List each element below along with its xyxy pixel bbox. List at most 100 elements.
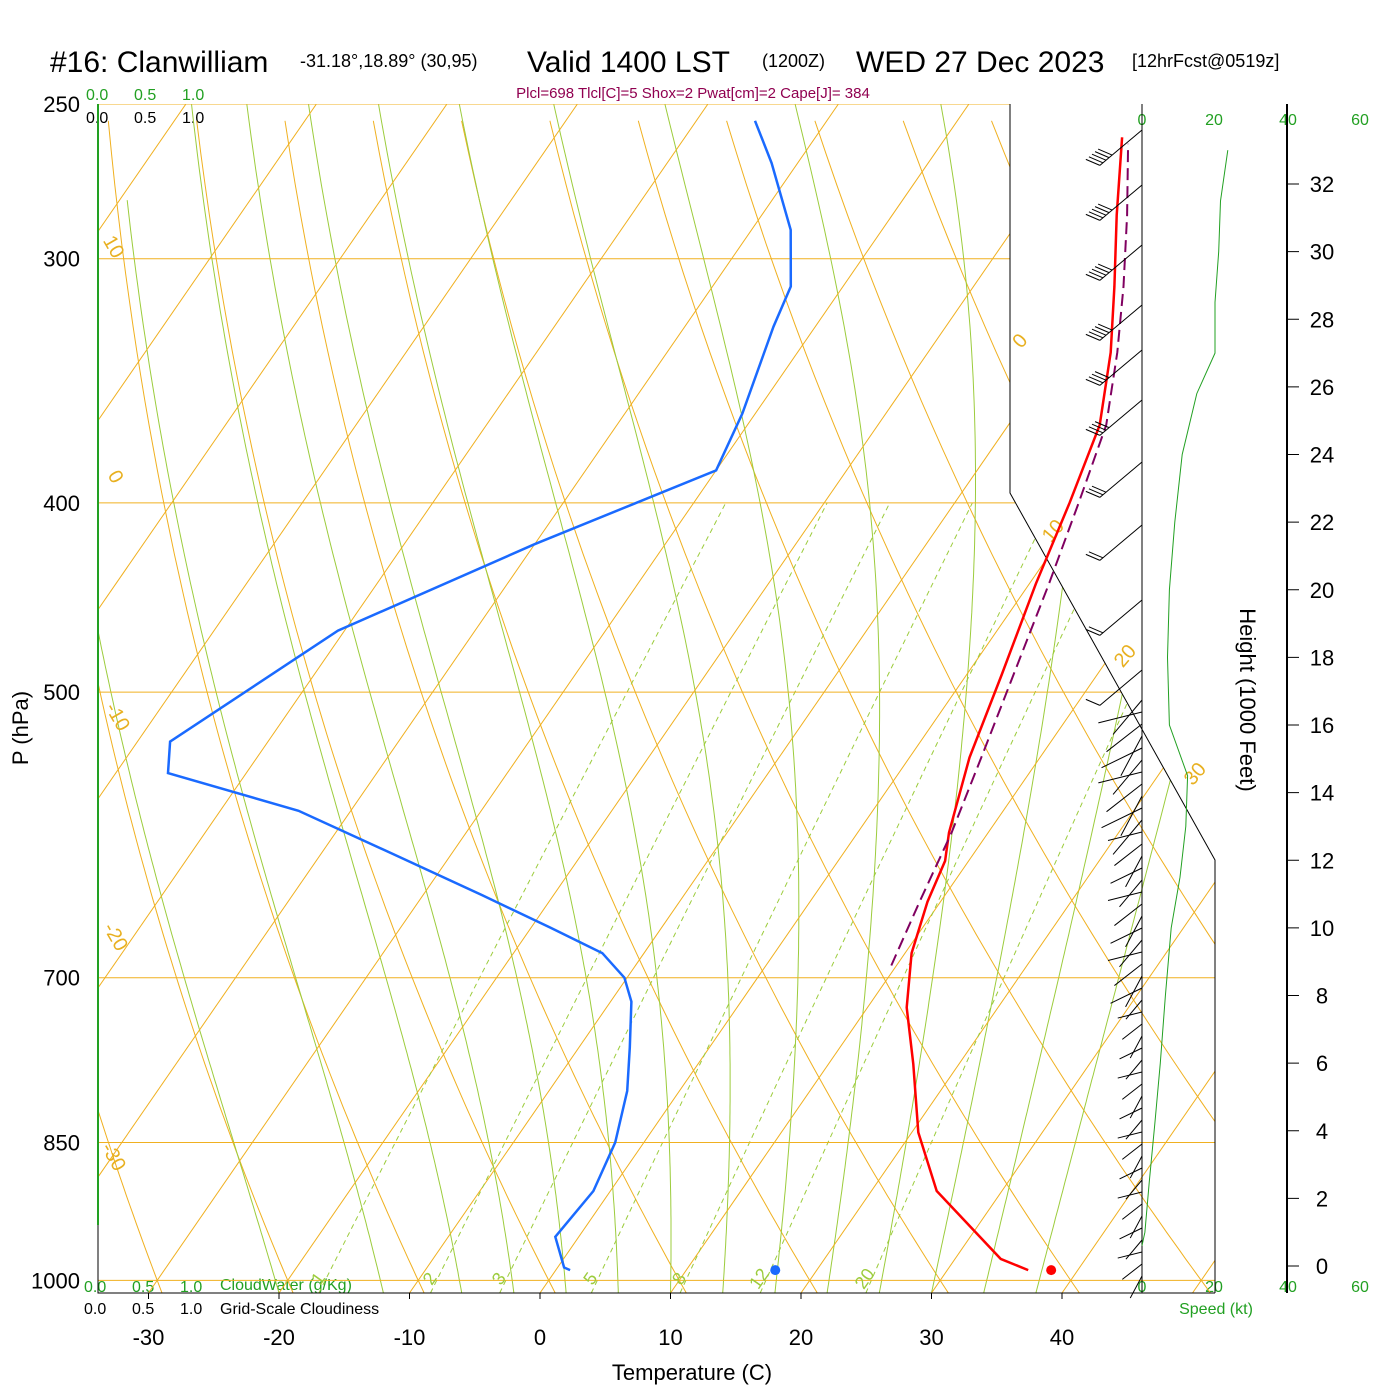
x-tick-labels: -30 -20 -10 0 10 20 30 40 [133, 1293, 1074, 1350]
utc-time: (1200Z) [762, 51, 825, 71]
speed-axis-label: Speed (kt) [1179, 1301, 1253, 1318]
x-tick-label: -30 [133, 1325, 165, 1350]
wind-barb [1119, 1167, 1143, 1180]
wind-barb [1107, 831, 1143, 841]
wind-barb [1117, 1011, 1143, 1019]
wind-barb [1110, 867, 1143, 884]
pressure-tick-label: 500 [43, 680, 80, 705]
wind-barb [1129, 1035, 1143, 1059]
dry-adiabat [196, 120, 556, 1293]
scale-label: 0.0 [84, 1279, 106, 1296]
isotherm-label: -20 [98, 919, 132, 955]
wind-barbs [1085, 104, 1143, 1299]
dry-adiabat [549, 120, 1080, 1293]
wind-barb [1106, 723, 1143, 753]
forecast-date: WED 27 Dec 2023 [856, 46, 1104, 79]
scale-label: 1.0 [180, 1301, 202, 1318]
wind-barb [1117, 1251, 1143, 1259]
scale-label: 0.0 [86, 87, 108, 104]
height-tick-label: 20 [1310, 578, 1334, 603]
forecast-run: [12hrFcst@0519z] [1132, 51, 1279, 71]
isotherm [98, 104, 578, 1293]
moist-adiabat [191, 104, 463, 1293]
wind-barb [1101, 747, 1143, 769]
wind-barb [1125, 1179, 1143, 1200]
wind-speed-curve [1141, 150, 1229, 1246]
y-axis-label: P (hPa) [8, 691, 33, 765]
pressure-tick-label: 300 [43, 247, 80, 272]
moist-adiabat [664, 104, 800, 1293]
isotherm [278, 104, 1100, 1293]
wind-barb [1119, 879, 1143, 908]
dry-adiabat [637, 120, 1211, 1293]
pressure-tick-label: 400 [43, 491, 80, 516]
speed-label: 20 [1205, 112, 1223, 129]
plot-right-edge [1009, 104, 1216, 1293]
pressure-tick-labels: 250 300 400 500 700 850 1000 [31, 92, 80, 1293]
wind-barb [1129, 1215, 1143, 1239]
dry-adiabat [372, 120, 818, 1293]
wind-barb [1119, 1047, 1143, 1060]
mixing-ratio-line [679, 502, 1053, 1293]
wind-barb [1101, 807, 1143, 829]
wind-barb [1125, 1119, 1143, 1140]
wind-barb [1107, 891, 1143, 901]
scale-label: 1.0 [180, 1279, 202, 1296]
mixing-ratio-lines [318, 502, 1215, 1293]
top-cloudwater-scale: 0.0 0.5 1.0 0.0 0.5 1.0 [86, 87, 204, 127]
isotherm-label: 0 [1008, 330, 1032, 353]
moist-adiabat [794, 104, 881, 1293]
wind-barb [1119, 1227, 1143, 1240]
scale-label: 0.5 [134, 87, 156, 104]
height-tick-label: 22 [1310, 510, 1334, 535]
wind-barb [1120, 795, 1143, 836]
dry-adiabat [1257, 121, 1400, 1293]
isotherm [98, 104, 448, 1293]
x-tick-label: 30 [919, 1325, 943, 1350]
height-tick-label: 8 [1316, 984, 1328, 1009]
wind-barb [1129, 1275, 1143, 1299]
isotherm [409, 104, 1215, 1293]
wind-barb [1114, 963, 1143, 986]
moist-adiabat [458, 104, 672, 1293]
height-tick-label: 12 [1310, 848, 1334, 873]
x-tick-label: -20 [263, 1325, 295, 1350]
pressure-tick-label: 250 [43, 92, 80, 117]
dry-adiabat [461, 120, 949, 1293]
mixing-ratio-line [499, 502, 891, 1293]
height-tick-label: 0 [1316, 1254, 1328, 1279]
wind-barb [1085, 461, 1143, 498]
speed-scale-bottom: 0 20 40 60 Speed (kt) [1138, 1279, 1369, 1318]
wind-barb [1110, 927, 1143, 944]
height-tick-label: 30 [1310, 240, 1334, 265]
x-tick-label: 10 [658, 1325, 682, 1350]
pressure-tick-label: 1000 [31, 1268, 80, 1293]
isotherm [98, 104, 839, 1293]
height-tick-label: 28 [1310, 307, 1334, 332]
isotherm-label: 20 [1110, 641, 1141, 672]
isotherm-label: -10 [100, 699, 134, 735]
isotherm [1061, 104, 1215, 1293]
parcel-line [890, 143, 1130, 966]
isotherm [1192, 104, 1215, 1293]
x-axis-label: Temperature (C) [612, 1360, 772, 1385]
height-tick-label: 24 [1310, 443, 1334, 468]
dry-adiabat [1167, 120, 1215, 1293]
scale-label: 0.0 [84, 1301, 106, 1318]
moist-adiabat [308, 104, 567, 1293]
x-tick-label: 20 [789, 1325, 813, 1350]
sounding-series [166, 120, 1130, 1276]
mixing-ratio-label: 5 [579, 1269, 601, 1289]
indices-line: Plcl=698 Tlcl[C]=5 Shox=2 Pwat[cm]=2 Cap… [516, 85, 870, 102]
wind-barb [1114, 903, 1143, 926]
plot-frame [97, 104, 1215, 1294]
wind-barb [1085, 184, 1143, 221]
isotherm [148, 104, 970, 1293]
wind-barb [1121, 1083, 1143, 1100]
pressure-tick-label: 850 [43, 1130, 80, 1155]
isotherm [670, 104, 1215, 1293]
moist-adiabat [246, 104, 515, 1293]
wind-barb [1085, 669, 1143, 706]
isotherm-label: -30 [96, 1139, 130, 1175]
